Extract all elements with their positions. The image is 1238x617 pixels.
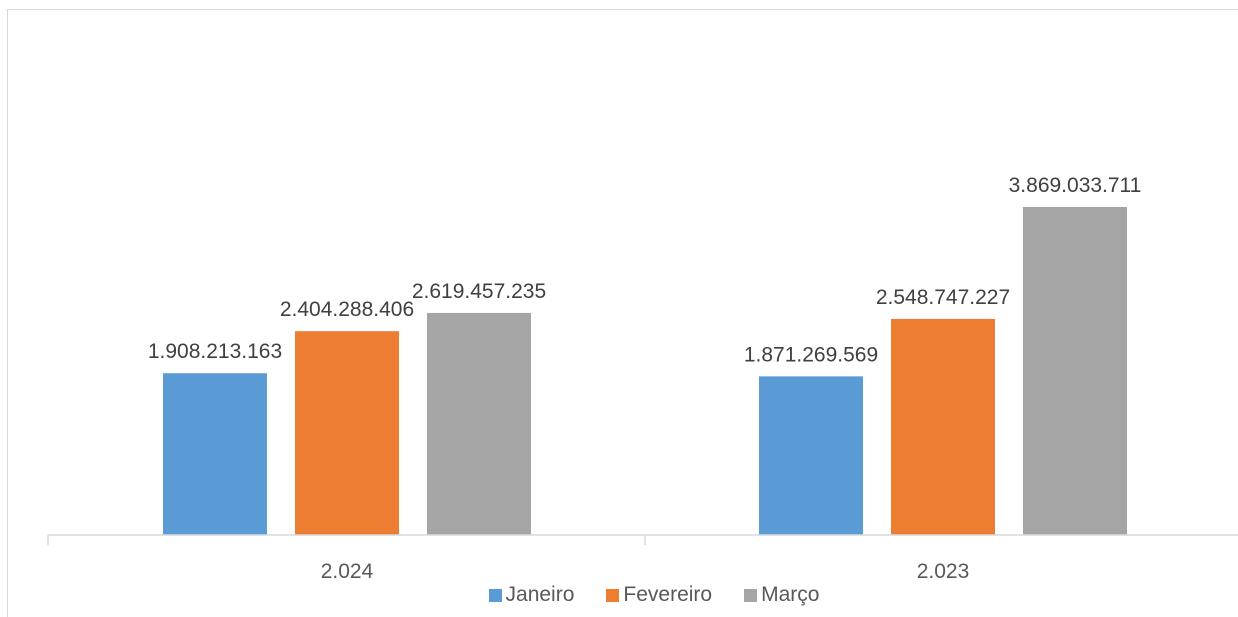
legend-label-fevereiro: Fevereiro xyxy=(623,583,713,606)
data-label-fevereiro-0: 2.404.288.406 xyxy=(280,298,414,321)
legend-label-janeiro: Janeiro xyxy=(505,583,575,606)
legend: Janeiro Fevereiro Março xyxy=(0,581,1238,609)
legend-label-marco: Março xyxy=(761,583,820,606)
bar-fevereiro-0 xyxy=(295,331,399,535)
data-label-janeiro-0: 1.908.213.163 xyxy=(148,340,282,363)
legend-item-fevereiro: Fevereiro xyxy=(606,583,712,607)
legend-swatch-janeiro xyxy=(488,588,502,602)
bar-maro-1 xyxy=(1023,207,1127,535)
data-label-fevereiro-1: 2.548.747.227 xyxy=(876,286,1010,309)
legend-item-marco: Março xyxy=(744,583,819,607)
legend-swatch-marco xyxy=(744,588,758,602)
data-label-maro-0: 2.619.457.235 xyxy=(412,280,546,303)
x-tick-label-1: 2.023 xyxy=(917,560,970,583)
bar-janeiro-0 xyxy=(163,373,267,535)
data-label-janeiro-1: 1.871.269.569 xyxy=(744,343,878,366)
data-label-maro-1: 3.869.033.711 xyxy=(1009,174,1142,197)
legend-swatch-fevereiro xyxy=(606,588,620,602)
x-tick-label-0: 2.024 xyxy=(321,560,374,583)
bar-janeiro-1 xyxy=(759,376,863,535)
legend-item-janeiro: Janeiro xyxy=(488,583,575,607)
bar-fevereiro-1 xyxy=(891,318,995,535)
bar-maro-0 xyxy=(427,312,531,535)
